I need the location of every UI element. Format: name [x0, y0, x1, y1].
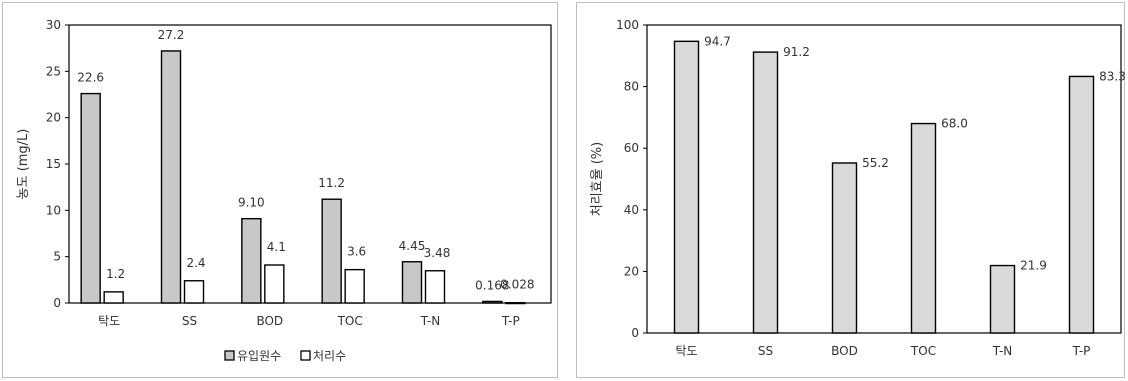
left-x-tick-label: 탁도: [98, 314, 120, 328]
right-bar-efficiency: [989, 264, 1016, 334]
left-y-tick-label: 5: [53, 250, 61, 264]
left-bar-treated: [183, 280, 205, 304]
right-x-tick-label: T-N: [992, 344, 1013, 358]
left-data-label: 1.2: [106, 267, 125, 281]
left-bar-treated: [264, 264, 285, 304]
right-plot-area: [646, 24, 1122, 334]
right-data-label: 94.7: [704, 34, 731, 48]
efficiency-chart-panel: 0 20 40 60 80 100 처리효율 (%) 94.7 탁도 91.2 SS 55.2 BOD 6…: [576, 2, 1126, 378]
right-x-tick-label: TOC: [910, 344, 936, 358]
right-data-label: 68.0: [941, 117, 968, 131]
right-bar-efficiency: [910, 122, 937, 334]
left-y-tick-label: 0: [53, 296, 61, 310]
left-y-axis-title: 농도 (mg/L): [16, 129, 31, 200]
right-x-tick-label: T-P: [1072, 344, 1091, 358]
right-y-tick-label: 40: [624, 203, 639, 217]
right-bar-efficiency: [831, 162, 858, 334]
right-data-label: 55.2: [862, 156, 889, 170]
left-data-label: 9.10: [238, 196, 265, 210]
left-x-tick-label: BOD: [256, 314, 283, 328]
left-bar-influent: [321, 198, 342, 304]
left-legend-swatch: [300, 350, 311, 361]
left-x-tick-label: TOC: [337, 314, 363, 328]
left-bar-influent: [80, 92, 101, 304]
right-y-tick-label: 20: [624, 264, 639, 278]
right-x-tick-label: 탁도: [675, 344, 697, 358]
concentration-chart: 0 5 10 15 20 25 30 농도 (mg/L) 22.6 1.2 탁도 27.2 2.4 SS 9…: [16, 18, 552, 363]
right-y-tick-label: 80: [624, 80, 639, 94]
left-data-label: 0.028: [500, 278, 534, 292]
right-y-axis-title: 처리효율 (%): [590, 142, 605, 216]
left-legend-swatch: [224, 350, 235, 361]
right-x-tick-label: BOD: [831, 344, 858, 358]
left-bar-influent: [241, 217, 262, 304]
right-data-label: 21.9: [1020, 259, 1047, 273]
left-bar-treated: [344, 268, 365, 304]
left-bar-influent: [401, 261, 423, 304]
left-bar-influent: [160, 50, 182, 304]
right-data-label: 91.2: [783, 45, 810, 59]
efficiency-chart: 0 20 40 60 80 100 처리효율 (%) 94.7 탁도 91.2 SS 55.2 BOD 6…: [590, 18, 1126, 358]
left-bar-treated: [103, 291, 124, 304]
right-data-label: 83.3: [1099, 69, 1126, 83]
left-legend-label: 유입원수: [237, 349, 281, 363]
left-y-tick-label: 20: [46, 111, 61, 125]
left-data-label: 2.4: [186, 256, 205, 270]
left-data-label: 3.48: [424, 246, 451, 260]
left-data-label: 3.6: [347, 245, 366, 259]
left-y-tick-label: 15: [46, 157, 61, 171]
left-data-label: 4.1: [267, 240, 286, 254]
left-data-label: 4.45: [399, 239, 426, 253]
left-y-tick-label: 10: [46, 203, 61, 217]
left-bar-influent: [482, 300, 503, 304]
concentration-chart-panel: 0 5 10 15 20 25 30 농도 (mg/L) 22.6 1.2 탁도 27.2 2.4 SS 9…: [2, 2, 558, 378]
left-bar-treated: [505, 302, 526, 305]
left-data-label: 27.2: [158, 28, 185, 42]
right-bar-efficiency: [752, 51, 779, 334]
right-bar-efficiency: [673, 40, 700, 334]
left-data-label: 11.2: [318, 176, 345, 190]
left-plot-area: [68, 24, 552, 304]
right-y-tick-label: 0: [631, 326, 639, 340]
left-x-tick-label: T-N: [420, 314, 441, 328]
right-y-tick-label: 60: [624, 141, 639, 155]
right-x-tick-label: SS: [758, 344, 773, 358]
left-x-tick-label: SS: [182, 314, 197, 328]
left-data-label: 22.6: [77, 71, 104, 85]
left-y-tick-label: 25: [46, 64, 61, 78]
left-y-tick-label: 30: [46, 18, 61, 32]
left-x-tick-label: T-P: [501, 314, 520, 328]
left-legend-label: 처리수: [313, 349, 346, 363]
right-y-tick-label: 100: [616, 18, 639, 32]
left-data-label: 0.168: [475, 278, 509, 292]
right-bar-efficiency: [1068, 75, 1095, 334]
left-bar-treated: [424, 270, 446, 304]
